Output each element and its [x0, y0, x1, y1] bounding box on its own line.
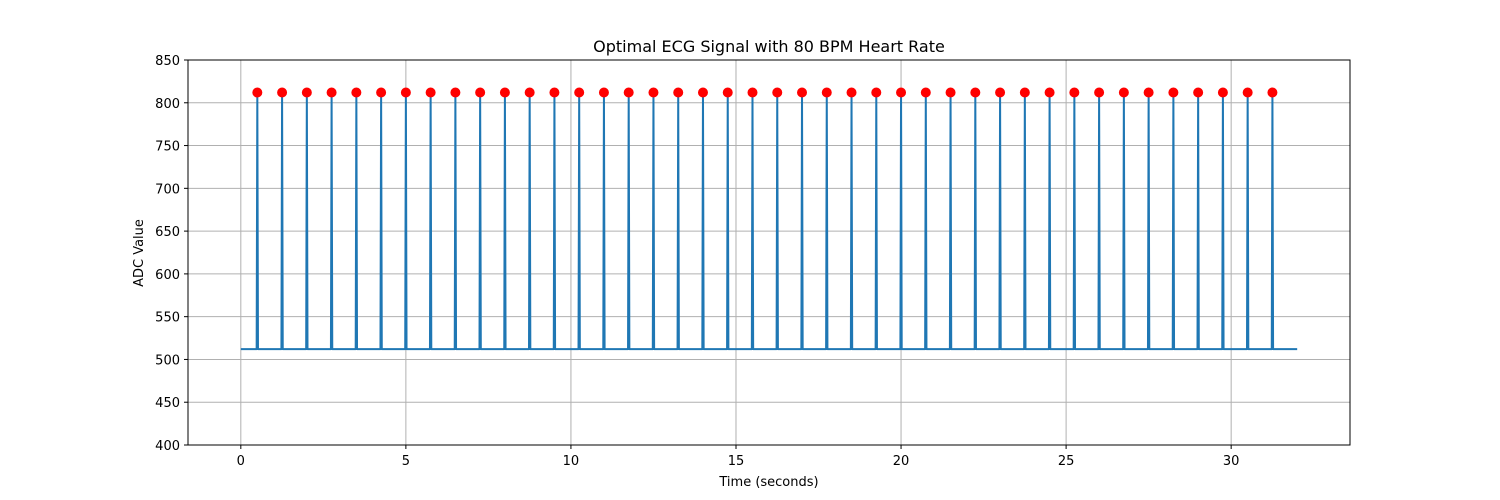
x-tick-label: 10	[563, 454, 580, 469]
r-peak-marker	[697, 87, 708, 98]
x-tick-label: 5	[402, 454, 410, 469]
r-peak-marker	[970, 87, 981, 98]
y-tick-label: 750	[155, 140, 180, 155]
peak-markers	[252, 87, 1278, 98]
r-peak-marker	[499, 87, 510, 98]
y-tick-label: 650	[155, 225, 180, 240]
r-peak-marker	[1069, 87, 1080, 98]
y-axis-title: ADC Value	[132, 219, 147, 287]
r-peak-marker	[1143, 87, 1154, 98]
y-tick-label: 850	[155, 54, 180, 69]
x-axis-title: Time (seconds)	[718, 475, 818, 490]
r-peak-marker	[252, 87, 263, 98]
r-peak-marker	[574, 87, 585, 98]
r-peak-marker	[351, 87, 362, 98]
r-peak-marker	[1193, 87, 1204, 98]
y-tick-label: 500	[155, 353, 180, 368]
r-peak-marker	[598, 87, 609, 98]
y-tick-label: 700	[155, 182, 180, 197]
r-peak-marker	[871, 87, 882, 98]
x-tick-label: 0	[237, 454, 245, 469]
r-peak-marker	[425, 87, 436, 98]
signal-layer	[240, 91, 1298, 351]
r-peak-marker	[896, 87, 907, 98]
x-tick-label: 20	[893, 454, 910, 469]
r-peak-marker	[623, 87, 634, 98]
r-peak-marker	[1118, 87, 1129, 98]
x-tick-label: 15	[728, 454, 745, 469]
r-peak-marker	[301, 87, 312, 98]
r-peak-marker	[475, 87, 486, 98]
r-peak-marker	[673, 87, 684, 98]
r-peak-marker	[846, 87, 857, 98]
r-peak-marker	[648, 87, 659, 98]
plot-frame	[187, 59, 1351, 446]
r-peak-marker	[524, 87, 535, 98]
y-tick-label: 800	[155, 97, 180, 112]
r-peak-marker	[995, 87, 1006, 98]
y-axis-ticks: 400 450 500 550 600 650 700 750 800 850	[155, 54, 188, 454]
x-tick-label: 30	[1223, 454, 1240, 469]
r-peak-marker	[400, 87, 411, 98]
r-peak-marker	[821, 87, 832, 98]
chart-title: Optimal ECG Signal with 80 BPM Heart Rat…	[593, 37, 945, 56]
ecg-signal-line	[240, 91, 1298, 351]
r-peak-marker	[1242, 87, 1253, 98]
r-peak-marker	[1168, 87, 1179, 98]
y-tick-label: 450	[155, 396, 180, 411]
y-tick-label: 550	[155, 311, 180, 326]
r-peak-marker	[772, 87, 783, 98]
r-peak-marker	[326, 87, 337, 98]
r-peak-marker	[1019, 87, 1030, 98]
r-peak-marker	[277, 87, 288, 98]
x-axis-ticks: 0 5 10 15 20 25 30	[237, 445, 1240, 469]
x-tick-label: 25	[1058, 454, 1075, 469]
r-peak-marker	[1217, 87, 1228, 98]
r-peak-marker	[945, 87, 956, 98]
r-peak-marker	[450, 87, 461, 98]
r-peak-marker	[797, 87, 808, 98]
r-peak-marker	[747, 87, 758, 98]
r-peak-marker	[1094, 87, 1105, 98]
r-peak-marker	[722, 87, 733, 98]
r-peak-marker	[920, 87, 931, 98]
y-tick-label: 600	[155, 268, 180, 283]
y-tick-label: 400	[155, 439, 180, 454]
r-peak-marker	[376, 87, 387, 98]
r-peak-marker	[1267, 87, 1278, 98]
r-peak-marker	[549, 87, 560, 98]
r-peak-marker	[1044, 87, 1055, 98]
